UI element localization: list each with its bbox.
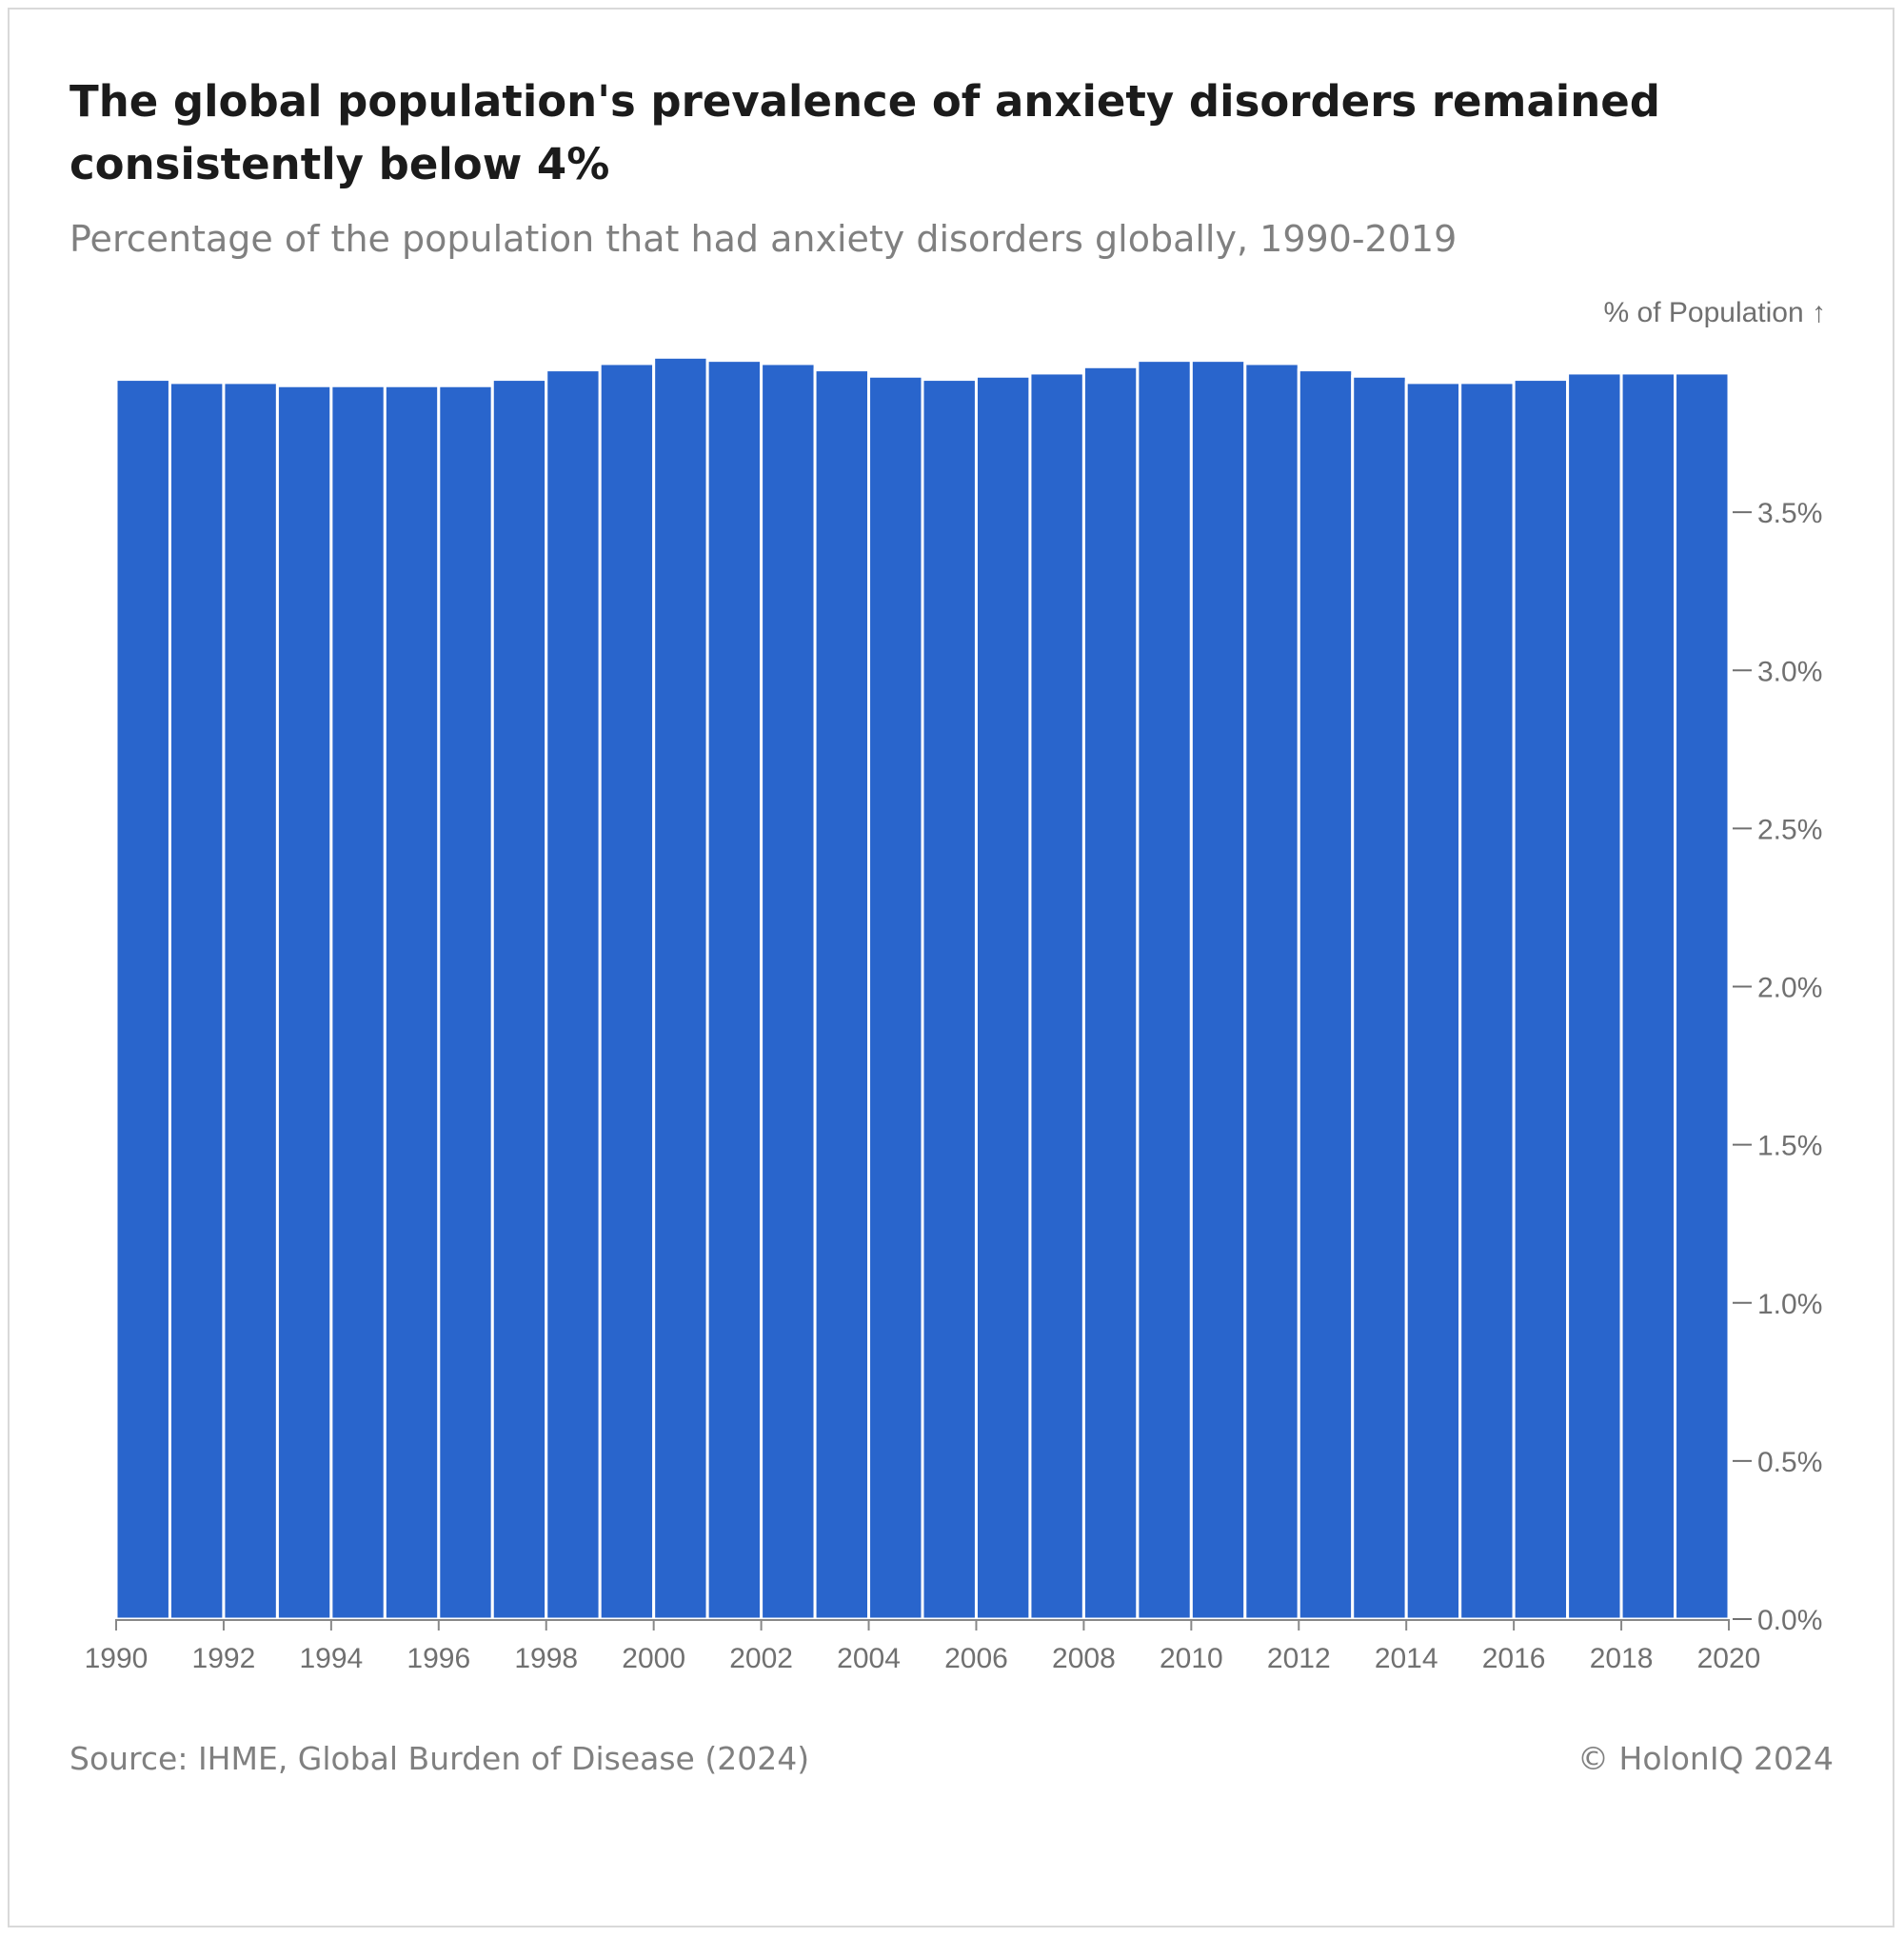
bar-2005: [921, 378, 978, 1621]
bar-2000: [652, 355, 709, 1621]
bar-2009: [1136, 359, 1193, 1621]
x-tick-label-1998: 1998: [514, 1643, 578, 1674]
x-tick-label-1996: 1996: [407, 1643, 470, 1674]
bar-2017: [1566, 371, 1623, 1621]
bar-2018: [1619, 371, 1677, 1621]
bar-1990: [114, 378, 171, 1621]
bar-2013: [1351, 374, 1408, 1621]
bar-1999: [598, 362, 656, 1621]
bar-2008: [1081, 365, 1140, 1621]
x-tick-label-2010: 2010: [1160, 1643, 1223, 1674]
bar-2002: [760, 362, 817, 1621]
x-tick-label-2014: 2014: [1375, 1643, 1438, 1674]
bar-1998: [545, 368, 602, 1621]
bar-1993: [275, 384, 333, 1621]
bar-1997: [490, 378, 548, 1621]
bar-1995: [383, 384, 441, 1621]
bar-1994: [329, 384, 387, 1621]
x-tick-label-2000: 2000: [622, 1643, 685, 1674]
x-tick-label-2012: 2012: [1267, 1643, 1331, 1674]
bar-2007: [1028, 371, 1085, 1621]
copyright-note: © HolonIQ 2024: [1577, 1740, 1834, 1777]
y-tick-label-2: 1.0%: [1757, 1289, 1822, 1320]
bar-2011: [1243, 362, 1300, 1621]
bar-2016: [1512, 378, 1570, 1621]
x-tick-label-2002: 2002: [729, 1643, 793, 1674]
y-tick-label-3: 1.5%: [1757, 1131, 1822, 1162]
x-tick-label-1990: 1990: [85, 1643, 149, 1674]
y-tick-label-7: 3.5%: [1757, 498, 1822, 529]
x-tick-label-1994: 1994: [299, 1643, 363, 1674]
bar-2015: [1458, 381, 1516, 1621]
y-axis: 0.0% 0.5% 1.0% 1.5% 2.0% 2.5% 3.0% 3.5%: [1733, 498, 1822, 1636]
source-note: Source: IHME, Global Burden of Disease (…: [69, 1740, 810, 1777]
chart-subtitle: Percentage of the population that had an…: [69, 218, 1458, 260]
bar-1992: [222, 381, 279, 1621]
y-tick-label-6: 3.0%: [1757, 656, 1822, 687]
bar-1996: [437, 384, 494, 1621]
x-tick-label-1992: 1992: [192, 1643, 256, 1674]
x-tick-label-2008: 2008: [1052, 1643, 1116, 1674]
y-tick-label-5: 2.5%: [1757, 814, 1822, 845]
x-tick-label-2020: 2020: [1697, 1643, 1761, 1674]
y-tick-label-1: 0.5%: [1757, 1447, 1822, 1478]
x-tick-label-2016: 2016: [1482, 1643, 1546, 1674]
y-tick-label-0: 0.0%: [1757, 1605, 1822, 1636]
x-tick-label-2006: 2006: [944, 1643, 1008, 1674]
bar-2010: [1189, 359, 1247, 1621]
y-tick-label-4: 2.0%: [1757, 973, 1822, 1004]
bar-2001: [705, 359, 764, 1621]
chart-title: The global population's prevalence of an…: [69, 76, 1660, 189]
bar-2004: [867, 374, 924, 1621]
bar-2019: [1674, 371, 1731, 1621]
bar-2003: [813, 368, 871, 1621]
x-axis: 1990 1992 1994 1996 1998 2000 2002 2004 2006 2008…: [85, 1619, 1761, 1674]
x-tick-label-2018: 2018: [1590, 1643, 1654, 1674]
bars-group: [114, 355, 1731, 1621]
x-tick-label-2004: 2004: [837, 1643, 901, 1674]
bar-2014: [1404, 381, 1462, 1621]
bar-2006: [974, 374, 1032, 1621]
y-axis-label: % of Population ↑: [1603, 297, 1826, 328]
bar-2012: [1297, 368, 1355, 1621]
bar-1991: [168, 381, 226, 1621]
